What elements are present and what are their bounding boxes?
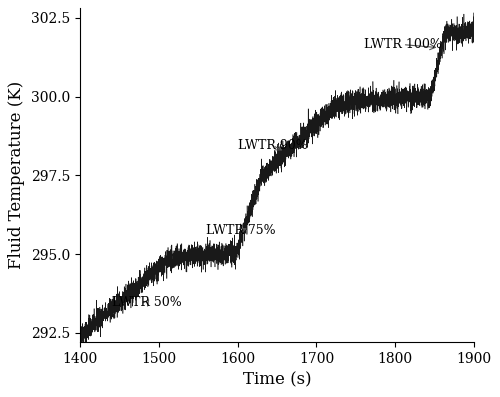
Y-axis label: Fluid Temperature (K): Fluid Temperature (K) — [8, 81, 25, 270]
Text: LWTR 90%: LWTR 90% — [238, 139, 308, 152]
Text: LWTR 75%: LWTR 75% — [206, 224, 276, 237]
X-axis label: Time (s): Time (s) — [242, 372, 312, 389]
Text: LWTR 100%: LWTR 100% — [364, 38, 442, 51]
Text: LWTR 50%: LWTR 50% — [112, 297, 182, 310]
